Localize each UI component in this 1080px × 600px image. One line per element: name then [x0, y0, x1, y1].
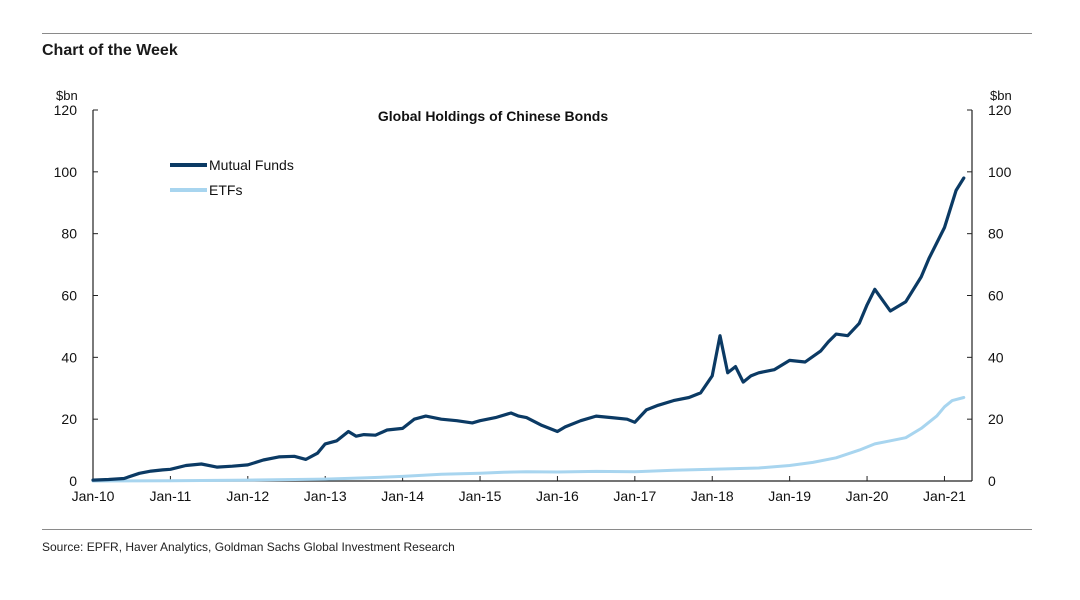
x-tick-label: Jan-21	[923, 488, 966, 504]
y-tick-label-left: 20	[61, 411, 77, 427]
y-tick-label-left: 100	[54, 164, 78, 180]
x-tick-label: Jan-18	[691, 488, 734, 504]
x-tick-label: Jan-11	[150, 488, 192, 504]
chart-title: Global Holdings of Chinese Bonds	[378, 108, 608, 124]
page-title: Chart of the Week	[42, 42, 178, 59]
x-tick-label: Jan-16	[536, 488, 579, 504]
y-tick-label-left: 60	[61, 288, 77, 304]
y-tick-label-right: 100	[988, 164, 1012, 180]
legend: Mutual Funds ETFs	[170, 157, 294, 198]
y-tick-label-right: 0	[988, 473, 996, 489]
y-tick-label-right: 120	[988, 102, 1012, 118]
legend-label-mutual-funds: Mutual Funds	[209, 157, 294, 173]
x-tick-label: Jan-10	[72, 488, 115, 504]
x-tick-label: Jan-20	[846, 488, 889, 504]
source-note: Source: EPFR, Haver Analytics, Goldman S…	[42, 540, 455, 554]
series-line-mutual-funds	[91, 176, 966, 482]
x-tick-label: Jan-13	[304, 488, 347, 504]
x-tick-label: Jan-14	[381, 488, 424, 504]
bottom-rule	[42, 529, 1032, 530]
y-unit-left: $bn	[56, 88, 78, 103]
y-tick-label-left: 120	[54, 102, 78, 118]
y-tick-label-left: 40	[61, 349, 77, 365]
x-tick-label: Jan-17	[613, 488, 656, 504]
series-line-etfs	[91, 396, 966, 483]
x-tick-label: Jan-12	[226, 488, 269, 504]
y-axis-right: 0 20 40 60 80 100 120	[967, 102, 1012, 489]
top-rule	[42, 33, 1032, 34]
y-tick-label-right: 20	[988, 411, 1004, 427]
x-tick-label: Jan-19	[768, 488, 811, 504]
y-tick-label-left: 80	[61, 226, 77, 242]
y-tick-label-left: 0	[69, 473, 77, 489]
y-tick-label-right: 40	[988, 349, 1004, 365]
x-tick-label: Jan-15	[459, 488, 502, 504]
y-tick-label-right: 60	[988, 288, 1004, 304]
legend-label-etfs: ETFs	[209, 182, 242, 198]
y-unit-right: $bn	[990, 88, 1012, 103]
y-tick-label-right: 80	[988, 226, 1004, 242]
series-layer	[91, 176, 966, 483]
y-axis-left: 0 20 40 60 80 100 120	[54, 102, 98, 489]
